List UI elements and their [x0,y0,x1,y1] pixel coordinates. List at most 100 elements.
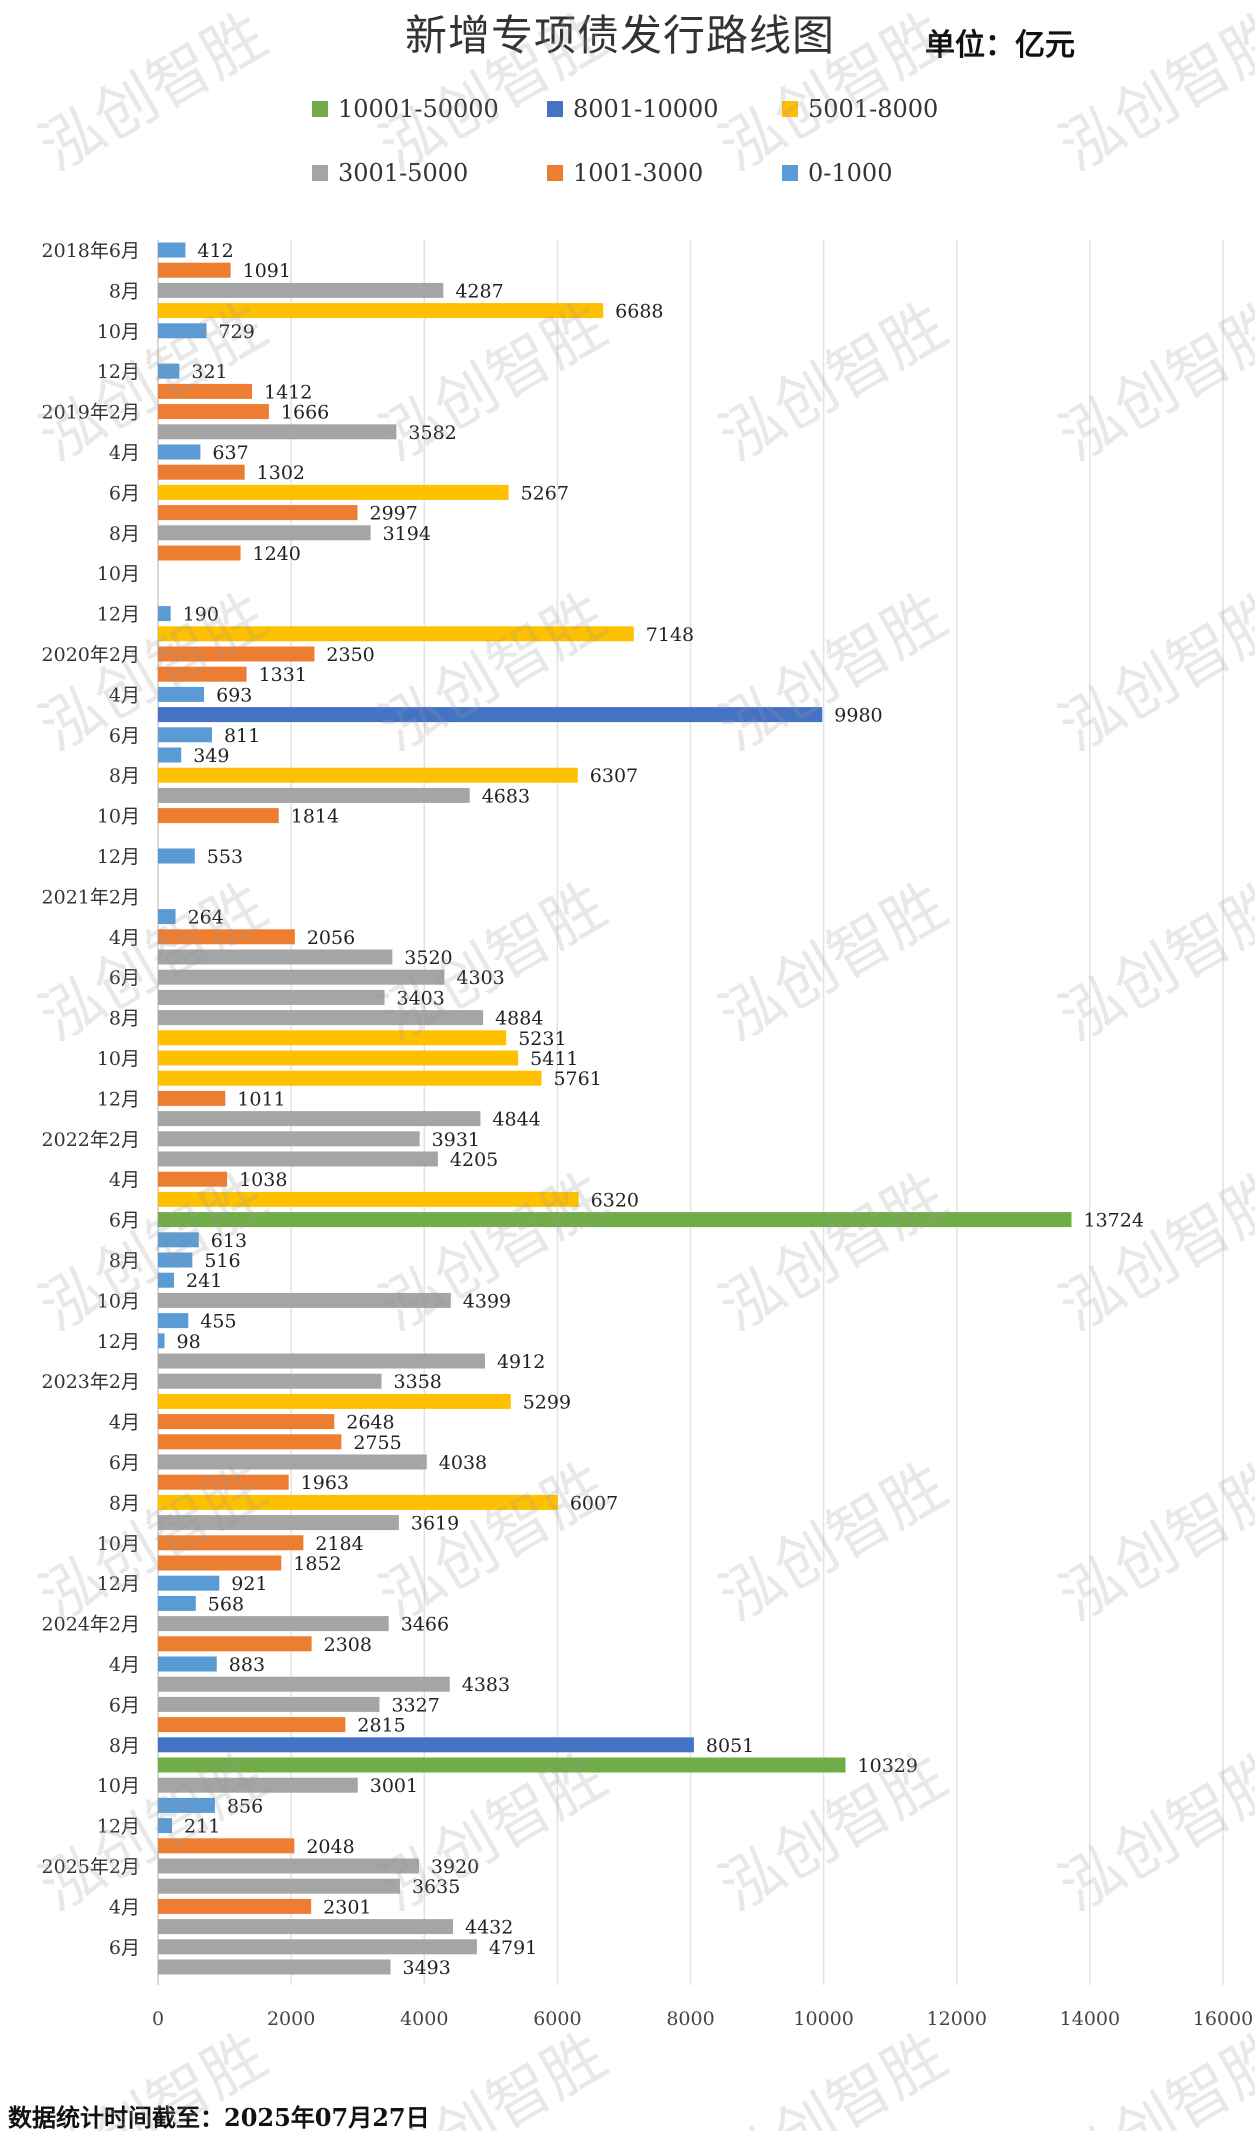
category-label: 6月 [109,482,140,504]
bar [158,1010,484,1026]
legend-swatch [782,165,798,181]
bar [158,1696,380,1712]
bar [158,1494,558,1510]
bar [158,646,315,662]
category-label: 12月 [97,846,140,868]
bar [158,1818,173,1834]
category-label: 4月 [109,1169,140,1191]
bar [158,1515,399,1531]
category-label: 8月 [109,1008,140,1030]
data-label: 3327 [391,1694,439,1716]
bar [158,808,279,824]
data-label: 1302 [257,462,305,484]
x-tick-label: 2000 [267,2008,315,2030]
data-label: 455 [200,1311,236,1333]
x-tick-label: 4000 [400,2008,448,2030]
data-label: 4205 [450,1149,498,1171]
bar [158,1454,427,1470]
bar [158,1414,335,1430]
data-label: 3194 [383,523,431,545]
legend-swatch [312,101,328,117]
data-label: 211 [184,1816,220,1838]
data-label: 5231 [518,1028,566,1050]
data-label: 2184 [315,1533,363,1555]
data-label: 2056 [307,927,355,949]
data-label: 5411 [530,1048,578,1070]
category-label: 10月 [97,1775,140,1797]
legend-item: 1001-3000 [547,159,703,187]
bar [158,1070,542,1086]
data-label: 516 [204,1250,240,1272]
data-label: 637 [212,442,248,464]
bar [158,505,358,521]
bar [158,929,295,945]
category-label: 6月 [109,1452,140,1474]
data-label: 4683 [482,785,530,807]
bar [158,1272,175,1288]
data-label: 693 [216,684,252,706]
bar [158,484,509,500]
data-label: 241 [186,1270,222,1292]
legend-swatch [547,165,563,181]
bar [158,1313,189,1329]
bar [158,1636,312,1652]
category-label: 10月 [97,1290,140,1312]
bar [158,282,444,298]
bar [158,1050,519,1066]
bar [158,424,397,440]
data-label: 3466 [401,1614,449,1636]
bar [158,626,634,642]
data-label: 10329 [858,1755,918,1777]
data-label: 4884 [495,1008,543,1030]
bar [158,727,212,743]
unit-label: 单位：亿元 [925,28,1075,63]
bar [158,909,176,925]
category-label: 4月 [109,1896,140,1918]
category-label: 2022年2月 [42,1129,140,1151]
x-tick-label: 0 [152,2008,164,2030]
bar [158,323,207,339]
x-tick-label: 6000 [533,2008,581,2030]
category-label: 12月 [97,361,140,383]
legend-label: 3001-5000 [338,159,469,187]
legend-swatch [312,165,328,181]
data-label: 264 [188,907,224,929]
data-label: 2815 [357,1715,405,1737]
data-label: 412 [197,240,233,262]
chart-title: 新增专项债发行路线图 [405,11,836,60]
data-label: 2301 [323,1896,371,1918]
legend-label: 10001-50000 [338,95,499,123]
data-label: 921 [231,1573,267,1595]
category-label: 10月 [97,321,140,343]
bar [158,989,385,1005]
x-tick-label: 8000 [666,2008,714,2030]
category-label: 10月 [97,1048,140,1070]
category-label: 10月 [97,1533,140,1555]
category-label: 8月 [109,280,140,302]
bar [158,666,247,682]
data-label: 2308 [324,1634,372,1656]
bar [158,545,241,561]
bar [158,1575,220,1591]
category-label: 12月 [97,1088,140,1110]
category-label: 6月 [109,1937,140,1959]
bar [158,1212,1072,1228]
data-label: 883 [229,1654,265,1676]
bar [158,1373,382,1389]
bar [158,707,823,723]
data-label: 2997 [369,503,417,525]
category-label: 4月 [109,1654,140,1676]
category-label: 6月 [109,967,140,989]
bar [158,1939,477,1955]
data-label: 729 [219,321,255,343]
data-label: 1331 [259,664,307,686]
bar [158,1898,312,1914]
category-label: 12月 [97,1573,140,1595]
data-label: 4912 [497,1351,545,1373]
data-label: 6007 [570,1492,618,1514]
data-label: 5299 [523,1391,571,1413]
category-label: 2020年2月 [42,644,140,666]
data-label: 4432 [465,1917,513,1939]
data-label: 2048 [306,1836,354,1858]
legend-item: 10001-50000 [312,95,499,123]
